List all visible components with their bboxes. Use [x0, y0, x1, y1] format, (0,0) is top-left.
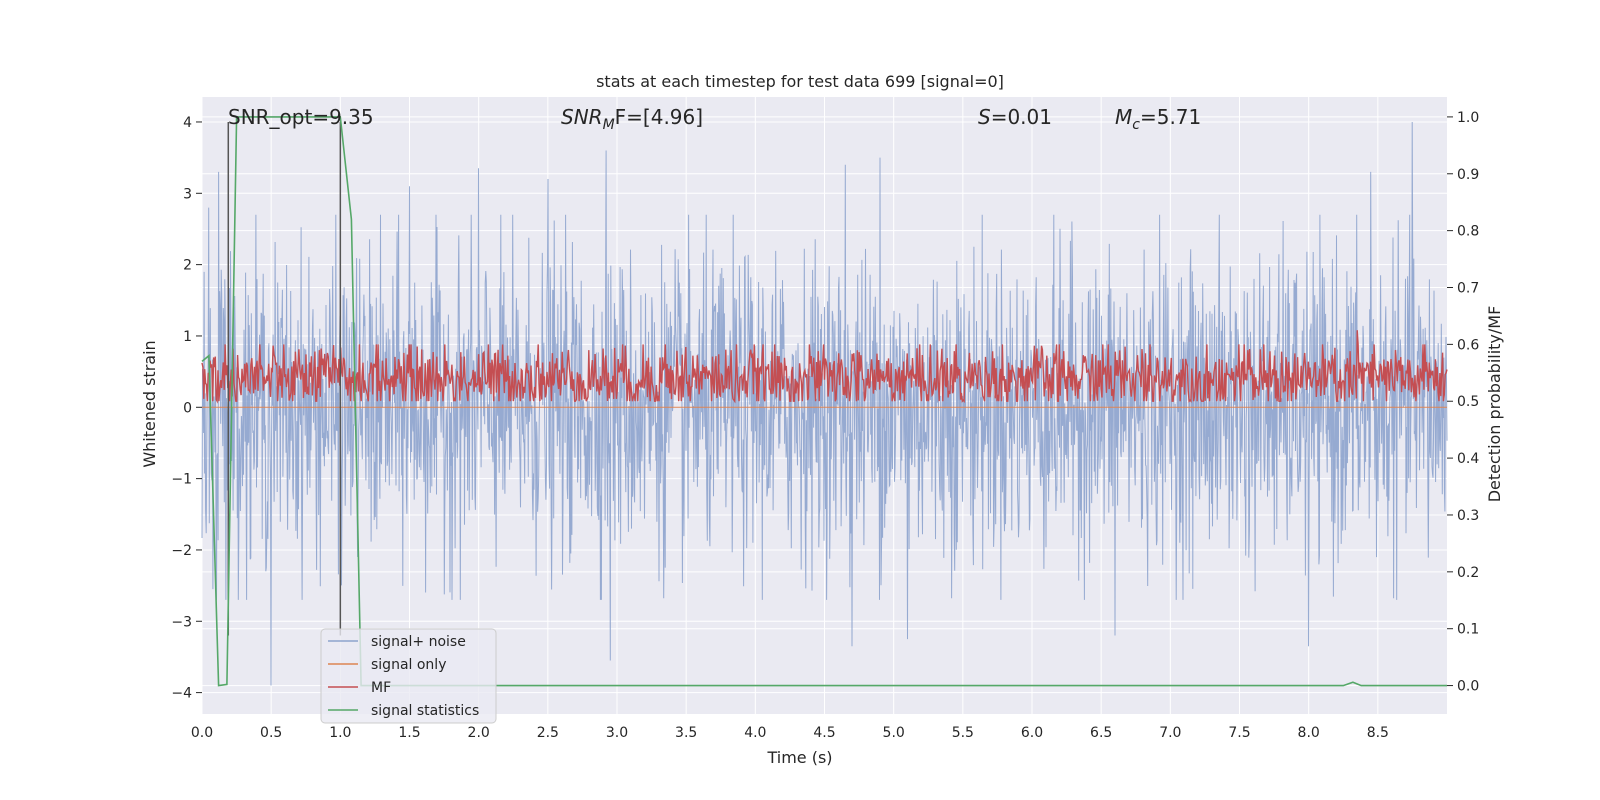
legend-label-mf: MF	[371, 680, 391, 696]
x-tick-label: 5.5	[952, 725, 974, 741]
y-tick-label: −1	[171, 472, 192, 488]
x-tick-label: 1.5	[398, 725, 420, 741]
legend-box	[320, 628, 497, 724]
x-tick-label: 0.5	[260, 725, 282, 741]
y-axis-label: Whitened strain	[140, 340, 159, 467]
y2-tick-label: 0.9	[1457, 167, 1479, 183]
x-tick-label: 0.0	[191, 725, 213, 741]
x-tick-label: 8.0	[1298, 725, 1320, 741]
y-tick-label: 3	[183, 186, 192, 202]
y2-tick-label: 0.5	[1457, 394, 1479, 410]
y2-tick-label: 1.0	[1457, 110, 1479, 126]
y-tick-label: 4	[183, 115, 192, 131]
y2-axis-label: Detection probability/MF	[1485, 306, 1504, 503]
annotation-snr-opt: SNR_opt=9.35	[228, 105, 374, 129]
x-tick-label: 6.0	[1021, 725, 1043, 741]
legend-label-signal-statistics: signal statistics	[371, 703, 479, 719]
series-signal-statistics-line	[201, 116, 1447, 687]
x-tick-label: 2.5	[537, 725, 559, 741]
y2-tick-label: 0.0	[1457, 679, 1479, 695]
y-tick-label: 2	[183, 258, 192, 274]
y2-tick-label: 0.6	[1457, 337, 1479, 353]
legend-label-signal-noise: signal+ noise	[371, 634, 466, 650]
x-tick-label: 4.0	[744, 725, 766, 741]
series-mf-line	[201, 330, 1448, 404]
x-tick-label: 7.0	[1159, 725, 1181, 741]
y2-tick-label: 0.2	[1457, 565, 1479, 581]
x-tick-label: 4.5	[813, 725, 835, 741]
y2-tick-label: 0.1	[1457, 622, 1479, 638]
y2-tick-label: 0.7	[1457, 281, 1479, 297]
y2-tick-label: 0.4	[1457, 451, 1479, 467]
x-tick-label: 5.0	[883, 725, 905, 741]
x-tick-label: 1.0	[329, 725, 351, 741]
y-tick-label: −3	[171, 614, 192, 630]
x-tick-label: 6.5	[1090, 725, 1112, 741]
chart-title: stats at each timestep for test data 699…	[596, 72, 1004, 91]
annotation-s: S=0.01	[978, 105, 1052, 129]
y-tick-label: −4	[171, 686, 192, 702]
y-tick-label: 0	[183, 400, 192, 416]
series-layer	[201, 116, 1448, 687]
x-tick-label: 8.5	[1367, 725, 1389, 741]
x-tick-label: 2.0	[468, 725, 490, 741]
annotation-snr-mf: SNRMF=[4.96]	[561, 105, 703, 133]
y-tick-label: −2	[171, 543, 192, 559]
x-tick-label: 3.5	[675, 725, 697, 741]
y-tick-label: 1	[183, 329, 192, 345]
x-axis-label: Time (s)	[766, 748, 832, 767]
x-tick-label: 7.5	[1228, 725, 1250, 741]
legend: signal+ noise signal only MF signal stat…	[320, 628, 497, 724]
legend-label-signal-only: signal only	[371, 657, 446, 673]
y2-tick-label: 0.8	[1457, 224, 1479, 240]
annotation-mc: Mc=5.71	[1115, 105, 1201, 133]
y2-tick-label: 0.3	[1457, 508, 1479, 524]
ticks: 0.0 0.5 1.0 1.5 2.0 2.5 3.0 3.5 4.0 4.5 5.0 5.5 6.0 6…	[171, 110, 1479, 741]
x-tick-label: 3.0	[606, 725, 628, 741]
